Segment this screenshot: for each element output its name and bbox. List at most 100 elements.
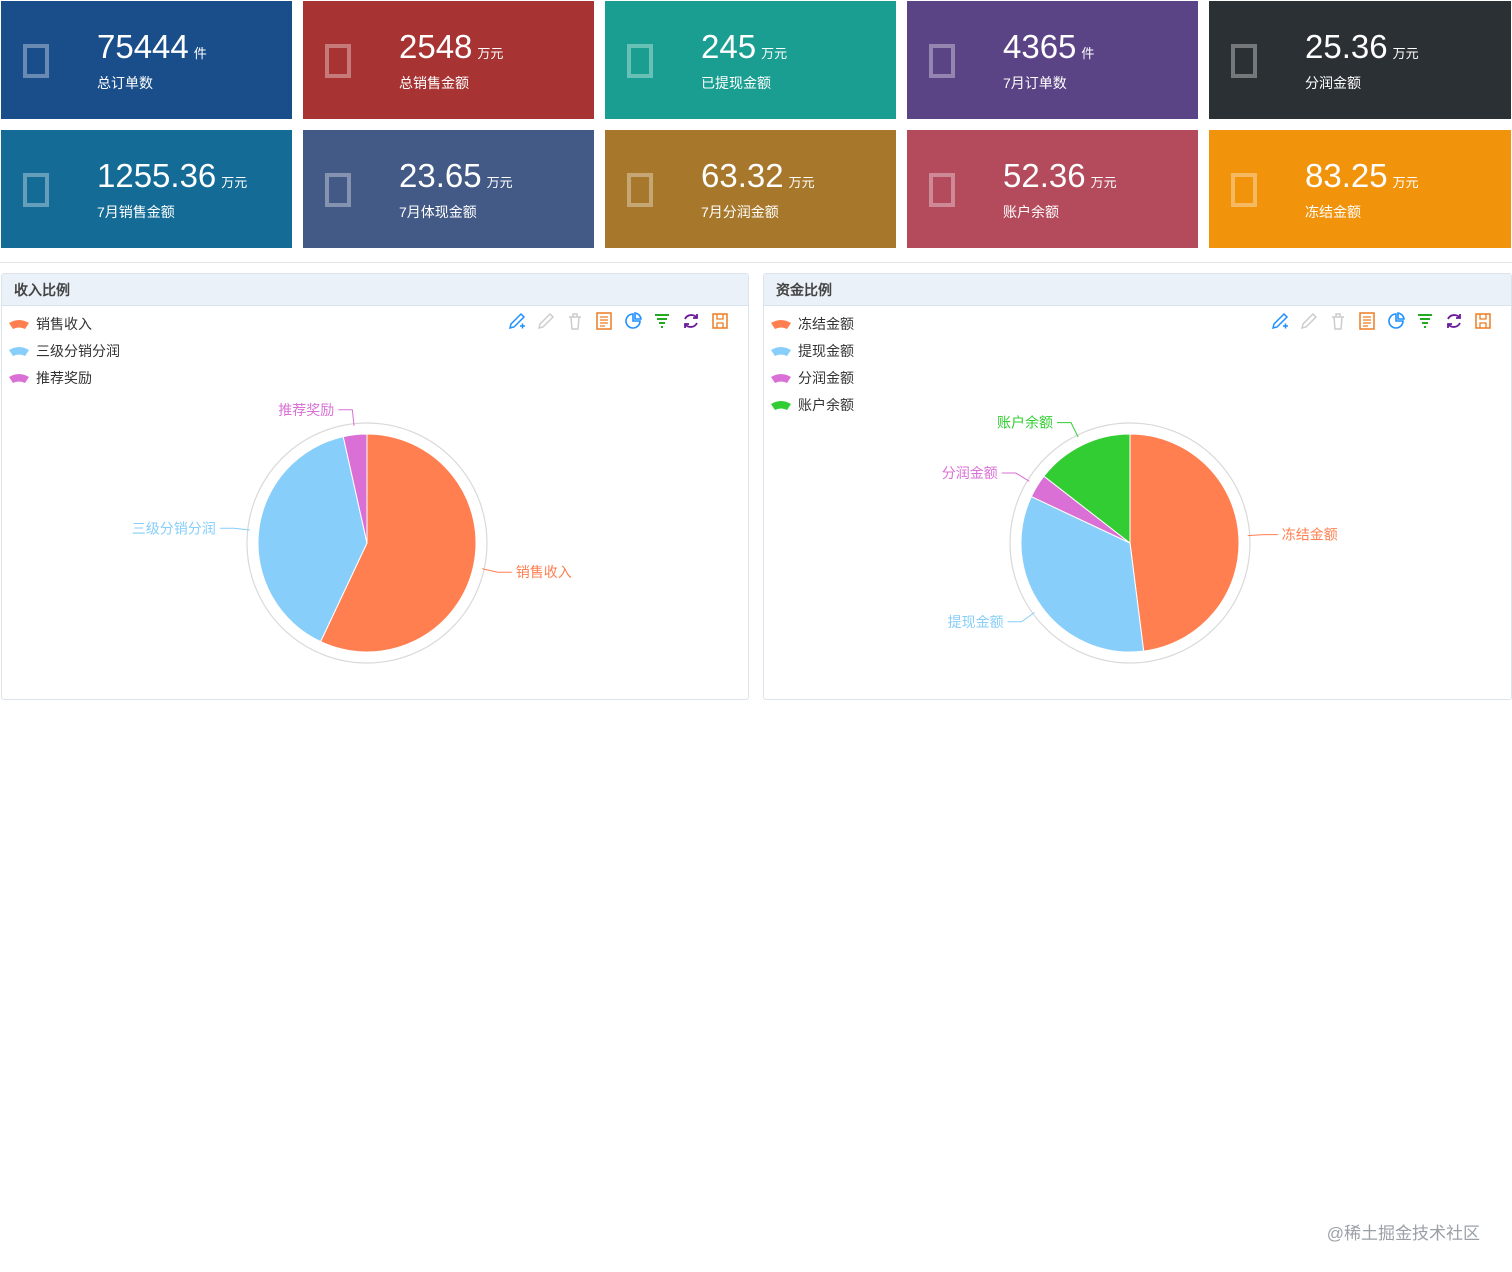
magic-type-funnel-icon[interactable] [1415,311,1435,331]
pie-label-1: 提现金额 [948,614,1004,630]
stat-label: 分润金额 [1305,75,1361,91]
legend-swatch-icon [770,372,792,384]
funds-ratio-panel: 资金比例 冻结金额 提现金额 分润金额 账户余额 冻结金额 提现金额 分润金额 账户余额 [763,273,1512,700]
pie-slice-3[interactable] [1043,433,1131,545]
legend-swatch-icon [770,345,792,357]
pie-label-line-3 [1057,422,1079,438]
panel-title: 资金比例 [764,274,1511,306]
stat-tile-frozen-amount[interactable]: 83.25 万元 冻结金额 [1209,130,1511,248]
stat-tile-july-sales[interactable]: 1255.36 万元 7月销售金额 [1,130,292,248]
stat-tile-total-sales[interactable]: 2548 万元 总销售金额 [303,1,594,119]
legend-item-0[interactable]: 冻结金额 [770,310,854,337]
clear-mark-icon[interactable] [565,311,585,331]
stat-value: 1255.36 [97,157,217,194]
pie-label-2: 推荐奖励 [278,402,334,418]
pie-slice-1[interactable] [257,436,368,643]
magic-type-funnel-icon[interactable] [652,311,672,331]
legend-swatch-icon [8,372,30,384]
stat-tile-withdrawn[interactable]: 245 万元 已提现金额 [605,1,896,119]
chart-toolbox [498,311,730,331]
stat-tile-account-balance[interactable]: 52.36 万元 账户余额 [907,130,1198,248]
stat-tile-july-profit-share[interactable]: 63.32 万元 7月分润金额 [605,130,896,248]
watermark: @稀土掘金技术社区 [1326,1224,1480,1243]
stat-icon [325,173,351,207]
legend-label: 冻结金额 [798,315,854,332]
legend-item-2[interactable]: 推荐奖励 [8,364,120,391]
pie-label-line-1 [1007,611,1035,623]
pie-label-line-1 [219,527,250,531]
magic-type-pie-icon[interactable] [623,311,643,331]
legend-swatch-icon [8,318,30,330]
pie-label-line-2 [338,409,355,426]
stat-value-group: 245 万元 [701,27,787,67]
stat-unit: 件 [193,46,207,61]
legend-item-0[interactable]: 销售收入 [8,310,120,337]
undo-mark-icon[interactable] [536,311,556,331]
chart-toolbox [1261,311,1493,331]
stat-unit: 万元 [477,46,504,61]
stat-icon [929,44,955,78]
stat-label: 冻结金额 [1305,204,1361,220]
clear-mark-icon[interactable] [1328,311,1348,331]
stat-label: 总销售金额 [399,75,469,91]
save-as-image-icon[interactable] [1473,311,1493,331]
stat-icon [23,173,49,207]
pie-slice-0[interactable] [1129,433,1240,652]
pie-label-3: 账户余额 [997,415,1053,431]
stat-value-group: 25.36 万元 [1305,27,1419,67]
stat-unit: 万元 [788,175,815,190]
stat-label: 7月销售金额 [97,204,175,220]
stat-tile-july-orders[interactable]: 4365 件 7月订单数 [907,1,1198,119]
funds-legend: 冻结金额提现金额分润金额账户余额 [770,310,854,418]
stat-tile-total-orders[interactable]: 75444 件 总订单数 [1,1,292,119]
pie-label-line-2 [1001,472,1030,482]
stat-icon [627,173,653,207]
stat-unit: 件 [1081,46,1095,61]
legend-item-1[interactable]: 提现金额 [770,337,854,364]
stat-tile-july-withdrawn[interactable]: 23.65 万元 7月体现金额 [303,130,594,248]
stat-label: 7月订单数 [1003,75,1067,91]
pie-label-0: 冻结金额 [1282,527,1338,543]
pie-outer-ring [1009,422,1251,664]
legend-swatch-icon [770,318,792,330]
stat-value: 25.36 [1305,28,1388,65]
stat-value-group: 1255.36 万元 [97,156,247,196]
pie-label-2: 分润金额 [942,465,998,481]
legend-item-2[interactable]: 分润金额 [770,364,854,391]
pie-slice-0[interactable] [319,433,477,653]
legend-label: 提现金额 [798,342,854,359]
legend-label: 三级分销分润 [36,342,120,359]
save-as-image-icon[interactable] [710,311,730,331]
restore-icon[interactable] [1444,311,1464,331]
legend-label: 推荐奖励 [36,369,92,386]
mark-pen-icon[interactable] [1270,311,1290,331]
pie-label-line-0 [1247,534,1278,537]
magic-type-pie-icon[interactable] [1386,311,1406,331]
stat-value: 245 [701,28,757,65]
stat-tile-profit-share[interactable]: 25.36 万元 分润金额 [1209,1,1511,119]
restore-icon[interactable] [681,311,701,331]
stat-icon [1231,173,1257,207]
stat-value: 83.25 [1305,157,1388,194]
stat-icon [23,44,49,78]
income-legend: 销售收入三级分销分润 推荐奖励 [8,310,120,391]
stat-label: 总订单数 [97,75,153,91]
mark-pen-icon[interactable] [507,311,527,331]
stat-unit: 万元 [1392,46,1419,61]
data-view-icon[interactable] [594,311,614,331]
stat-value: 4365 [1003,28,1077,65]
undo-mark-icon[interactable] [1299,311,1319,331]
legend-item-1[interactable]: 三级分销分润 [8,337,120,364]
income-pie-chart: 销售收入 三级分销分润 推荐奖励 [132,402,572,664]
pie-outer-ring [246,422,488,664]
stat-value: 52.36 [1003,157,1086,194]
stat-value: 2548 [399,28,473,65]
stat-value: 75444 [97,28,189,65]
legend-item-3[interactable]: 账户余额 [770,391,854,418]
legend-label: 分润金额 [798,369,854,386]
legend-swatch-icon [770,399,792,411]
stat-value-group: 52.36 万元 [1003,156,1117,196]
pie-slice-2[interactable] [342,433,368,544]
data-view-icon[interactable] [1357,311,1377,331]
